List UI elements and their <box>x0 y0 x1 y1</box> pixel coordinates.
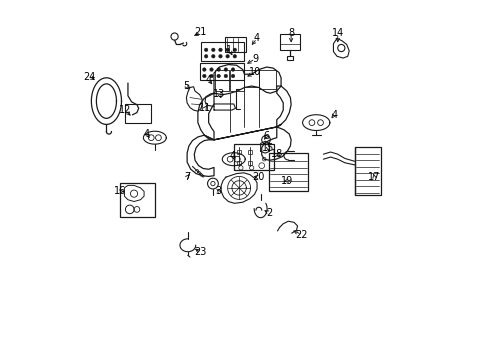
Text: 5: 5 <box>183 81 189 91</box>
Circle shape <box>225 48 229 51</box>
Text: 18: 18 <box>270 149 283 159</box>
Text: 17: 17 <box>367 172 380 182</box>
Text: 6: 6 <box>263 131 268 141</box>
Bar <box>234 144 273 170</box>
Circle shape <box>217 68 220 71</box>
Circle shape <box>202 74 206 78</box>
Text: 4: 4 <box>330 110 337 120</box>
Text: 24: 24 <box>83 72 96 82</box>
Bar <box>120 183 155 217</box>
Text: 3: 3 <box>215 186 221 197</box>
Circle shape <box>224 68 227 71</box>
Circle shape <box>225 54 229 58</box>
Bar <box>201 42 244 61</box>
Bar <box>199 63 244 80</box>
Text: 13: 13 <box>213 89 225 99</box>
Circle shape <box>218 54 222 58</box>
Text: 21: 21 <box>194 27 206 37</box>
Bar <box>354 147 380 195</box>
Circle shape <box>209 68 213 71</box>
Text: 2: 2 <box>265 208 271 218</box>
Text: 4: 4 <box>253 33 260 43</box>
Bar <box>237 150 241 154</box>
Bar <box>280 34 300 50</box>
Text: 10: 10 <box>248 67 261 77</box>
Circle shape <box>217 74 220 78</box>
Circle shape <box>204 54 207 58</box>
Bar <box>230 69 244 91</box>
Bar <box>125 104 151 123</box>
Bar <box>286 55 293 60</box>
Text: 19: 19 <box>281 176 293 186</box>
Text: 15: 15 <box>262 143 274 153</box>
Circle shape <box>231 68 234 71</box>
Bar <box>247 150 251 154</box>
Bar <box>268 153 308 191</box>
Text: 23: 23 <box>194 247 206 257</box>
Text: 14: 14 <box>331 28 343 38</box>
Text: 4: 4 <box>205 75 211 85</box>
Circle shape <box>202 68 206 71</box>
Text: 1: 1 <box>226 45 232 55</box>
Circle shape <box>233 48 236 51</box>
Text: 9: 9 <box>252 54 258 64</box>
Bar <box>215 69 228 91</box>
Bar <box>258 69 276 89</box>
Circle shape <box>233 54 236 58</box>
Text: 4: 4 <box>143 129 150 139</box>
Bar <box>247 161 251 165</box>
Circle shape <box>231 74 234 78</box>
Text: 22: 22 <box>295 230 307 239</box>
Circle shape <box>211 48 215 51</box>
Circle shape <box>211 54 215 58</box>
Circle shape <box>218 48 222 51</box>
Text: 7: 7 <box>183 172 190 182</box>
Circle shape <box>209 74 213 78</box>
Text: 11: 11 <box>199 103 211 113</box>
Text: 8: 8 <box>287 28 294 38</box>
Text: 20: 20 <box>252 172 264 182</box>
Bar <box>224 37 246 51</box>
Circle shape <box>204 48 207 51</box>
Text: 12: 12 <box>119 105 131 115</box>
Text: 16: 16 <box>113 186 125 197</box>
Circle shape <box>224 74 227 78</box>
Text: 4: 4 <box>229 150 236 161</box>
Bar <box>237 161 241 165</box>
Bar <box>244 69 258 87</box>
